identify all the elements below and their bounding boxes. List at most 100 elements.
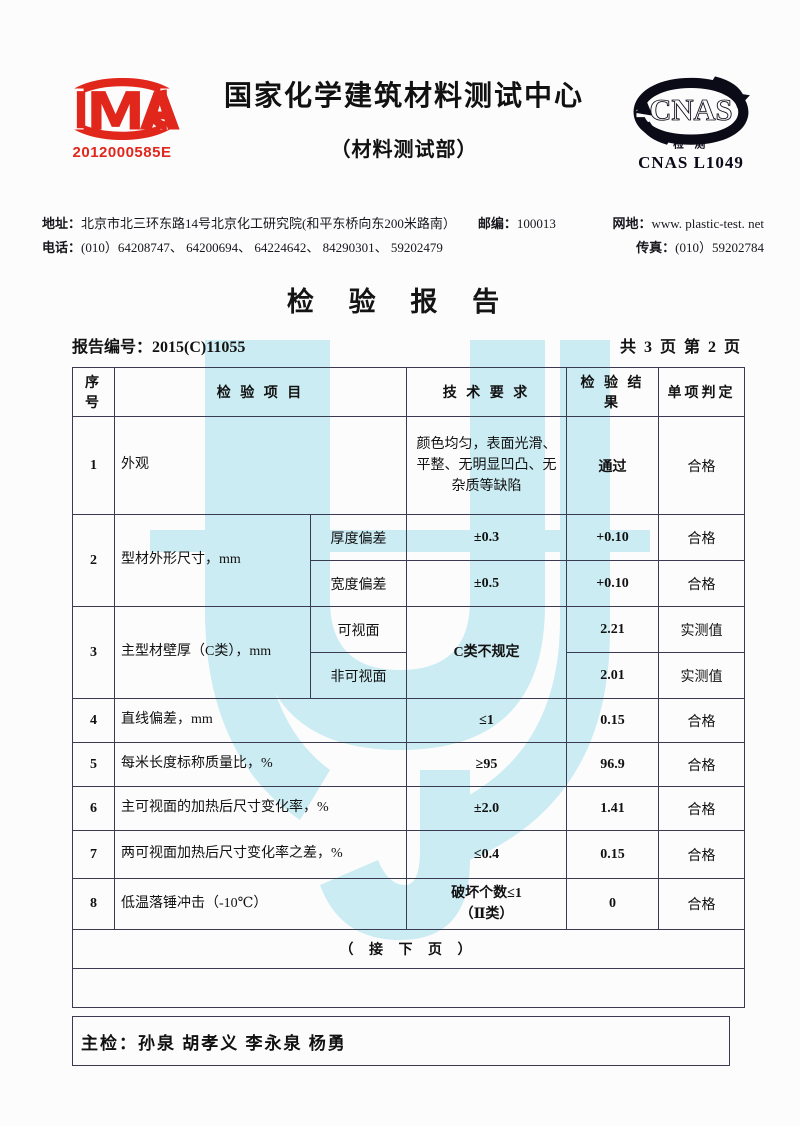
row-no: 2 <box>72 514 115 608</box>
contact-info: 地址：北京市北三环东路14号北京化工研究院(和平东桥向东200米路南） 邮编：1… <box>42 212 764 260</box>
row-result: +0.10 <box>566 514 659 562</box>
row-no: 3 <box>72 606 115 700</box>
website-group: 网地：www. plastic-test. net <box>612 212 764 236</box>
phone-group: 电话：(010）64208747、 64200694、 64224642、 84… <box>42 236 443 260</box>
row-result: 0 <box>566 878 659 931</box>
signature-row: 主检：孙泉 胡孝义 李永泉 杨勇 <box>72 1016 730 1067</box>
row-item: 外观 <box>114 416 407 516</box>
row-no: 8 <box>72 878 115 931</box>
row-judgement: 合格 <box>658 698 745 744</box>
fax-label: 传真： <box>636 240 676 256</box>
address-value: 北京市北三环东路14号北京化工研究院(和平东桥向东200米路南） <box>81 216 456 231</box>
website-label: 网地： <box>612 216 652 231</box>
organization-department: （材料测试部） <box>330 138 478 161</box>
row-item: 直线偏差，mm <box>114 698 407 744</box>
requirement-line-1: 破坏个数≤1 <box>451 886 522 902</box>
blank-row <box>72 968 745 1009</box>
row-requirement: 破坏个数≤1 （Ⅱ类） <box>406 878 567 931</box>
phone-value: (010）64208747、 64200694、 64224642、 84290… <box>81 240 443 256</box>
row-no: 1 <box>72 416 115 516</box>
report-number: 报告编号：2015(C)11055 <box>72 333 245 357</box>
postcode-label: 邮编： <box>477 216 517 231</box>
cnas-code: CNAS L1049 <box>638 153 744 172</box>
row-no: 7 <box>72 830 115 880</box>
row-result: 通过 <box>566 416 659 516</box>
cma-mark-icon <box>58 78 186 140</box>
row-no: 4 <box>72 698 115 744</box>
row-requirement: ≤1 <box>406 698 567 744</box>
row-judgement: 合格 <box>658 786 745 832</box>
row-item: 主可视面的加热后尺寸变化率，% <box>114 786 407 832</box>
header-item: 检 验 项 目 <box>114 367 407 418</box>
row-judgement: 合格 <box>658 830 745 880</box>
address-line: 地址：北京市北三环东路14号北京化工研究院(和平东桥向东200米路南） <box>42 212 456 236</box>
continued-note: （ 接 下 页 ） <box>72 929 745 970</box>
table-row: 8 低温落锤冲击（-10℃） 破坏个数≤1 （Ⅱ类） 0 合格 <box>72 878 745 931</box>
header-no: 序 号 <box>72 367 115 418</box>
fax-group: 传真：(010）59202784 <box>636 236 764 260</box>
results-table-wrapper: 序 号 检 验 项 目 技 术 要 求 检 验 结 果 单项判定 1 外观 颜色… <box>72 367 745 1009</box>
table-row: 2 型材外形尺寸，mm 厚度偏差 ±0.3 +0.10 合格 <box>72 514 745 608</box>
row-item: 每米长度标称质量比，% <box>114 742 407 788</box>
svg-text:检 测: 检 测 <box>673 137 709 151</box>
row-result: +0.10 <box>566 560 659 608</box>
cma-logo-block: 2012000585E <box>52 72 192 161</box>
svg-text:CNAS: CNAS <box>649 93 732 127</box>
phone-label: 电话： <box>42 240 82 256</box>
header-requirement: 技 术 要 求 <box>406 367 567 418</box>
title-block: 国家化学建筑材料测试中心 （材料测试部） <box>192 72 616 162</box>
continued-row: （ 接 下 页 ） <box>72 929 745 970</box>
table-row: 1 外观 颜色均匀，表面光滑、平整、无明显凹凸、无杂质等缺陷 通过 合格 <box>72 416 745 516</box>
table-row: 7 两可视面加热后尺寸变化率之差，% ≤0.4 0.15 合格 <box>72 830 745 880</box>
organization-title: 国家化学建筑材料测试中心 <box>223 81 584 112</box>
report-title: 检 验 报 告 <box>286 287 514 318</box>
report-number-value: 2015(C)11055 <box>152 339 246 357</box>
row-subitem: 宽度偏差 <box>310 560 407 608</box>
address-label: 地址： <box>42 216 82 231</box>
row-requirement: ≤0.4 <box>406 830 567 880</box>
row-result: 0.15 <box>566 698 659 744</box>
row-requirement: ±0.3 <box>406 514 567 562</box>
row-no: 5 <box>72 742 115 788</box>
row-item: 两可视面加热后尺寸变化率之差，% <box>114 830 407 880</box>
row-item: 主型材壁厚（C类），mm <box>114 606 311 700</box>
website-value: www. plastic-test. net <box>651 216 764 231</box>
row-no: 6 <box>72 786 115 832</box>
row-requirement: ≥95 <box>406 742 567 788</box>
chief-inspector-names: 主检：孙泉 胡孝义 李永泉 杨勇 <box>81 1033 347 1053</box>
requirement-line-2: （Ⅱ类） <box>459 907 514 923</box>
contact-address-row: 地址：北京市北三环东路14号北京化工研究院(和平东桥向东200米路南） 邮编：1… <box>42 212 764 236</box>
row-judgement: 实测值 <box>658 606 745 654</box>
row-judgement: 合格 <box>658 514 745 562</box>
table-row: 4 直线偏差，mm ≤1 0.15 合格 <box>72 698 745 744</box>
cnas-logo-block: CNAS 检 测 CNAS L1049 <box>616 72 766 173</box>
cnas-mark-icon: CNAS 检 测 <box>633 76 750 151</box>
blank-cell <box>72 968 745 1009</box>
row-subitem: 可视面 <box>310 606 407 654</box>
row-judgement: 实测值 <box>658 652 745 700</box>
row-judgement: 合格 <box>658 742 745 788</box>
row-subitem: 非可视面 <box>310 652 407 700</box>
row-requirement: C类不规定 <box>406 606 567 700</box>
row-judgement: 合格 <box>658 416 745 516</box>
table-row: 5 每米长度标称质量比，% ≥95 96.9 合格 <box>72 742 745 788</box>
row-requirement: ±2.0 <box>406 786 567 832</box>
header-result: 检 验 结 果 <box>566 367 659 418</box>
fax-value: (010）59202784 <box>675 240 764 256</box>
postcode-value: 100013 <box>516 216 556 231</box>
table-header-row: 序 号 检 验 项 目 技 术 要 求 检 验 结 果 单项判定 <box>72 367 745 418</box>
row-requirement: 颜色均匀，表面光滑、平整、无明显凹凸、无杂质等缺陷 <box>406 416 567 516</box>
table-row: 3 主型材壁厚（C类），mm 可视面 C类不规定 2.21 实测值 <box>72 606 745 700</box>
report-meta: 报告编号：2015(C)11055 共 3 页 第 2 页 <box>72 333 742 357</box>
contact-phone-row: 电话：(010）64208747、 64200694、 64224642、 84… <box>42 236 764 260</box>
row-judgement: 合格 <box>658 560 745 608</box>
row-subitem: 厚度偏差 <box>310 514 407 562</box>
report-number-label: 报告编号： <box>72 339 153 357</box>
row-requirement: ±0.5 <box>406 560 567 608</box>
inspection-results-table: 序 号 检 验 项 目 技 术 要 求 检 验 结 果 单项判定 1 外观 颜色… <box>72 367 745 1009</box>
document-header: 2012000585E 国家化学建筑材料测试中心 （材料测试部） CNAS 检 … <box>0 0 800 192</box>
row-result: 1.41 <box>566 786 659 832</box>
row-judgement: 合格 <box>658 878 745 931</box>
row-result: 2.01 <box>566 652 659 700</box>
header-judgement: 单项判定 <box>658 367 745 418</box>
